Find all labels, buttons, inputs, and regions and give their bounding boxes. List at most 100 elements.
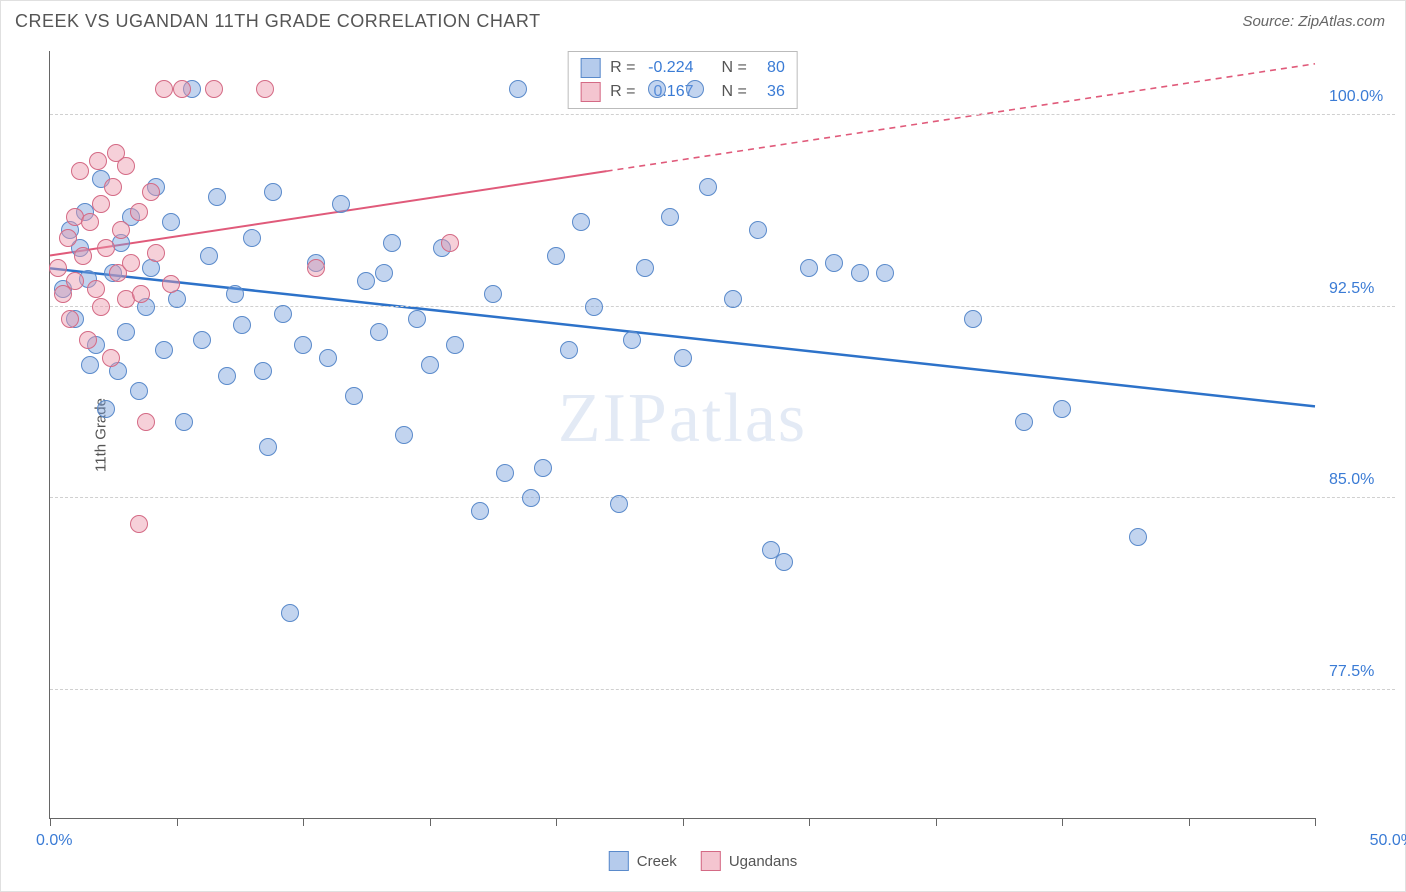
data-point [49,259,67,277]
y-tick-label: 100.0% [1329,88,1399,106]
data-point [142,259,160,277]
data-point [71,162,89,180]
data-point [661,208,679,226]
data-point [59,229,77,247]
data-point [484,285,502,303]
data-point [274,305,292,323]
data-point [173,80,191,98]
data-point [395,426,413,444]
data-point [162,275,180,293]
x-tick [809,818,810,826]
data-point [648,80,666,98]
data-point [218,367,236,385]
data-point [560,341,578,359]
data-point [226,285,244,303]
data-point [547,247,565,265]
data-point [319,349,337,367]
data-point [332,195,350,213]
data-point [74,247,92,265]
data-point [585,298,603,316]
data-point [1015,413,1033,431]
legend-swatch [580,58,600,78]
data-point [130,515,148,533]
gridline-h [50,689,1395,690]
data-point [117,323,135,341]
data-point [132,285,150,303]
stats-row: R =0.167N =36 [580,80,785,104]
data-point [130,382,148,400]
data-point [572,213,590,231]
data-point [122,254,140,272]
stats-row: R =-0.224N =80 [580,56,785,80]
legend-swatch [609,851,629,871]
data-point [610,495,628,513]
data-point [471,502,489,520]
bottom-legend: Creek Ugandans [609,851,797,871]
x-tick [177,818,178,826]
stat-r-value: -0.224 [646,59,694,77]
trend-lines-svg [50,51,1315,818]
data-point [61,310,79,328]
data-point [92,195,110,213]
data-point [1129,528,1147,546]
plot-area: 11th Grade ZIPatlas R =-0.224N =80R =0.1… [49,51,1315,819]
data-point [357,272,375,290]
data-point [686,80,704,98]
source-label: Source: ZipAtlas.com [1242,13,1385,30]
stat-n-value: 80 [757,59,785,77]
header: CREEK VS UGANDAN 11TH GRADE CORRELATION … [1,1,1405,40]
data-point [107,144,125,162]
data-point [81,356,99,374]
data-point [383,234,401,252]
data-point [825,254,843,272]
data-point [674,349,692,367]
data-point [112,221,130,239]
data-point [97,239,115,257]
data-point [254,362,272,380]
data-point [623,331,641,349]
data-point [137,413,155,431]
x-tick [1062,818,1063,826]
data-point [636,259,654,277]
stats-legend-box: R =-0.224N =80R =0.167N =36 [567,51,798,109]
x-tick [936,818,937,826]
data-point [724,290,742,308]
data-point [130,203,148,221]
x-tick [683,818,684,826]
data-point [522,489,540,507]
legend-label: Ugandans [729,853,797,870]
y-tick-label: 85.0% [1329,471,1399,489]
data-point [92,298,110,316]
x-tick [1189,818,1190,826]
data-point [81,213,99,231]
stat-r-label: R = [610,59,635,77]
data-point [79,331,97,349]
data-point [534,459,552,477]
gridline-h [50,306,1395,307]
gridline-h [50,114,1395,115]
data-point [281,604,299,622]
chart-container: CREEK VS UGANDAN 11TH GRADE CORRELATION … [0,0,1406,892]
chart-title: CREEK VS UGANDAN 11TH GRADE CORRELATION … [15,11,541,32]
data-point [89,152,107,170]
data-point [1053,400,1071,418]
x-tick [50,818,51,826]
data-point [233,316,251,334]
data-point [155,80,173,98]
data-point [851,264,869,282]
data-point [66,272,84,290]
data-point [370,323,388,341]
data-point [496,464,514,482]
y-tick-label: 77.5% [1329,663,1399,681]
data-point [168,290,186,308]
data-point [205,80,223,98]
data-point [208,188,226,206]
legend-swatch [701,851,721,871]
data-point [294,336,312,354]
data-point [97,400,115,418]
data-point [155,341,173,359]
gridline-h [50,497,1395,498]
data-point [964,310,982,328]
data-point [162,213,180,231]
legend-item: Creek [609,851,677,871]
